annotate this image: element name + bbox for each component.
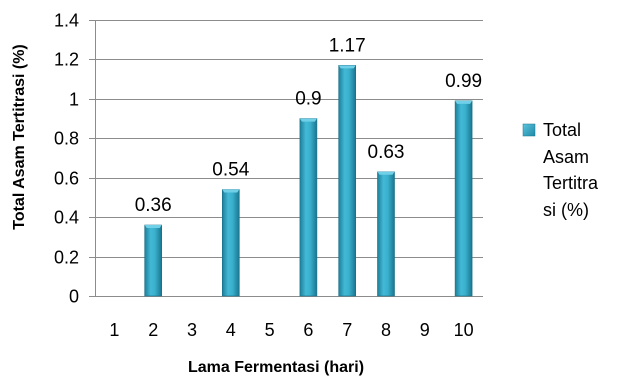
x-tick-label: 7 [342,320,352,340]
y-tick-label: 0.2 [54,248,79,268]
y-tick-labels: 0 0.2 0.4 0.6 0.8 1 1.2 1.4 [54,11,79,307]
axes [89,20,483,297]
bar-top [455,100,473,104]
bar [222,189,240,297]
x-tick-label: 3 [187,320,197,340]
x-tick-label: 2 [148,320,158,340]
bar [377,171,395,297]
data-label: 0.63 [368,142,405,163]
x-tick-labels: 1 2 3 4 5 6 7 8 9 10 [109,320,473,340]
x-tick-label: 5 [265,320,275,340]
legend-line: Total [543,120,581,140]
bar-top [144,225,162,229]
legend-line: Tertitra [543,173,599,193]
data-labels: 0.36 0.54 0.9 1.17 0.63 0.99 [135,35,482,216]
bars [144,65,473,297]
y-tick-label: 0 [69,287,79,307]
gridlines [95,20,483,258]
y-tick-label: 0.8 [54,129,79,149]
x-tick-label: 8 [381,320,391,340]
bar-top [338,65,356,69]
bar-top [377,171,395,175]
data-label: 0.99 [445,71,482,92]
x-tick-label: 6 [303,320,313,340]
legend-line: Asam [543,147,589,167]
y-axis-title: Total Asam Tertitrasi (%) [11,44,28,230]
x-tick-label: 10 [454,320,474,340]
data-label: 0.9 [295,89,321,110]
x-tick-label: 1 [109,320,119,340]
legend-line: si (%) [543,200,589,220]
bar [338,65,357,297]
y-tick-label: 0.6 [54,169,79,189]
legend-swatch [522,123,536,137]
legend: Total Asam Tertitra si (%) [522,120,603,220]
y-tick-label: 0.4 [54,208,79,228]
y-tick-label: 1.4 [54,11,79,31]
x-axis-title: Lama Fermentasi (hari) [188,359,364,376]
bar [299,118,318,297]
data-label: 0.54 [212,160,249,181]
x-tick-label: 4 [226,320,236,340]
bar [454,100,473,297]
data-label: 0.36 [135,195,172,216]
y-tick-label: 1.2 [54,50,79,70]
y-tick-label: 1 [69,90,79,110]
bar-top [299,118,317,122]
x-tick-label: 9 [420,320,430,340]
svg-text:Total Asam Tertitr: Total Asam Tertitra si (%) [543,120,603,220]
bar-top [222,189,240,193]
bar [144,224,162,297]
data-label: 1.17 [329,35,366,56]
